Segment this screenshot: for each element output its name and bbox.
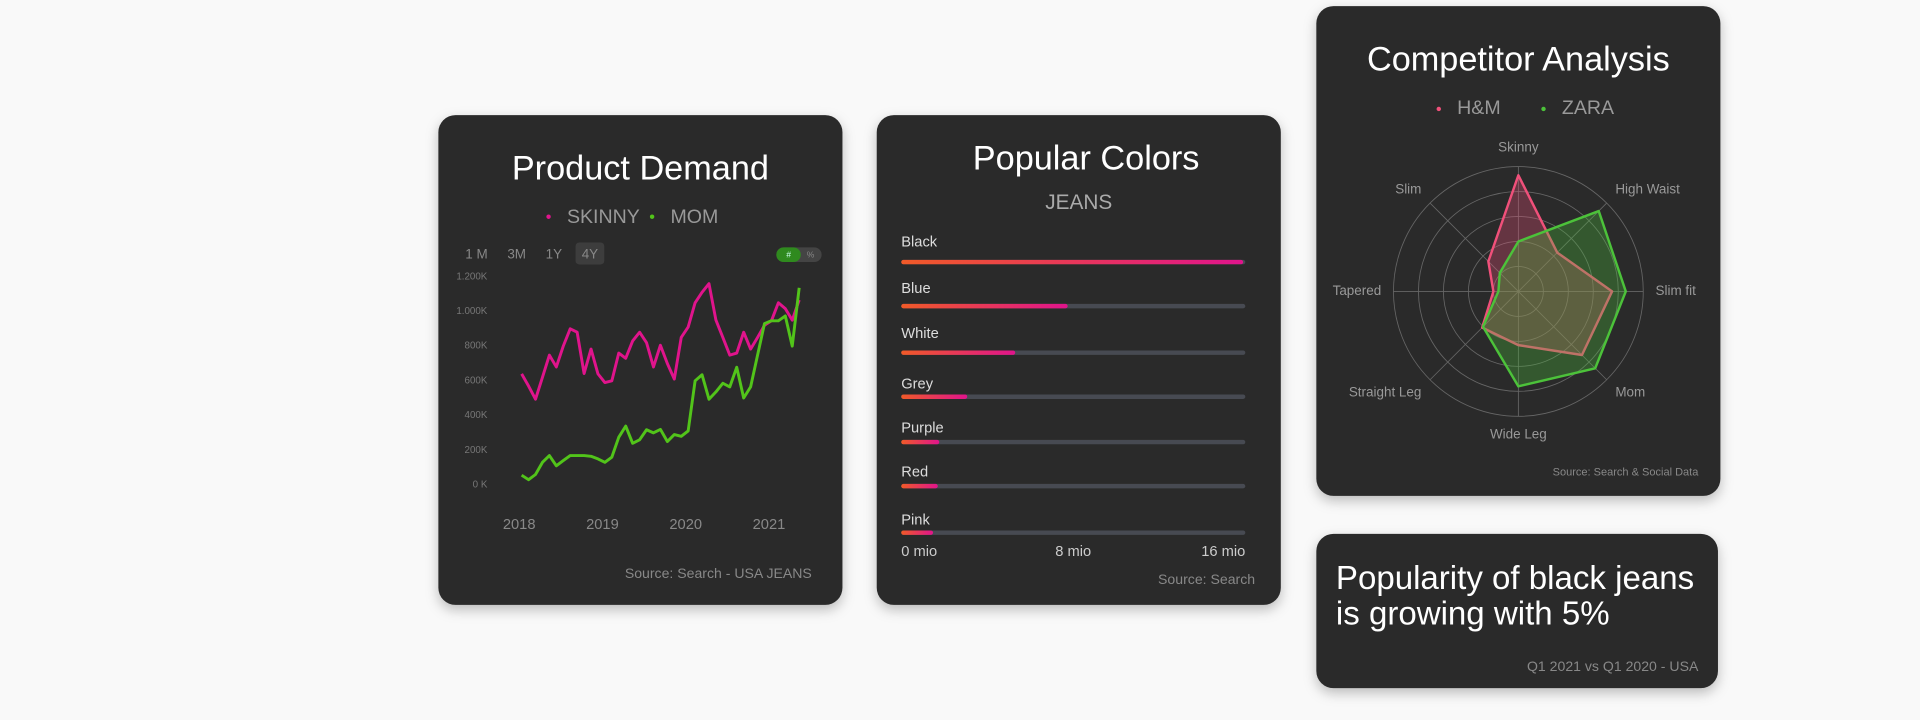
card-insight <box>1316 533 1718 689</box>
legend-dot <box>1541 106 1546 112</box>
bar-track <box>901 394 1246 399</box>
spoke <box>1518 291 1607 381</box>
axis-label: Straight Leg <box>1349 384 1422 399</box>
source: Source: Search <box>1158 571 1255 587</box>
bar <box>901 530 934 535</box>
range-button[interactable]: 1 M <box>465 246 487 261</box>
bar <box>901 439 940 445</box>
bar-track <box>901 530 1246 535</box>
bar-label: Blue <box>901 281 930 297</box>
insight-text: is growing with 5% <box>1336 596 1610 633</box>
bar <box>901 259 1244 265</box>
axis-label: Skinny <box>1498 140 1539 155</box>
x-tick-label: 8 mio <box>1055 544 1091 560</box>
chart-title: Product Demand <box>512 149 769 187</box>
y-tick-label: 600K <box>465 375 488 386</box>
line-series <box>520 287 801 482</box>
radar-area <box>1481 209 1628 388</box>
bar-label: Pink <box>901 512 930 528</box>
radar-area <box>1480 174 1614 357</box>
source: Source: Search - USA JEANS <box>625 565 812 581</box>
line-series <box>520 282 801 401</box>
axis-label: Tapered <box>1333 283 1382 298</box>
bar <box>901 303 1068 309</box>
y-tick-label: 1.200K <box>456 271 487 282</box>
y-tick-label: 0 K <box>473 479 488 490</box>
bar-label: White <box>901 326 939 342</box>
card-demand <box>438 115 843 605</box>
range-button[interactable]: 4Y <box>582 246 598 261</box>
card-colors <box>876 115 1281 605</box>
axis-label: High Waist <box>1615 182 1680 197</box>
bar-label: Red <box>901 465 928 481</box>
x-tick-label: 2018 <box>503 517 536 533</box>
y-tick-label: 800K <box>465 341 488 352</box>
legend-label: MOM <box>670 206 718 228</box>
bar <box>901 394 968 399</box>
y-tick-label: 400K <box>465 410 488 421</box>
range-button-selected[interactable] <box>575 242 605 265</box>
chart-subtitle: JEANS <box>1045 191 1112 214</box>
bar <box>901 350 1016 355</box>
unit-toggle-label: # <box>786 250 791 260</box>
axis-label: Mom <box>1615 384 1645 399</box>
axis-label: Slim fit <box>1656 283 1697 298</box>
unit-toggle-on[interactable] <box>776 247 801 263</box>
bar-track <box>901 483 1246 489</box>
y-tick-label: 1.000K <box>456 306 487 317</box>
range-button[interactable]: 3M <box>507 246 526 261</box>
bar <box>901 483 938 489</box>
legend-label: SKINNY <box>567 206 640 228</box>
x-tick-label: 2021 <box>753 517 786 533</box>
axis-label: Slim <box>1395 182 1421 197</box>
chart-title: Competitor Analysis <box>1367 40 1670 78</box>
x-tick-label: 2019 <box>586 517 619 533</box>
insight-text: Popularity of black jeans <box>1336 560 1694 597</box>
bar-label: Purple <box>901 420 943 436</box>
bar-label: Grey <box>901 376 933 392</box>
bar-label: Black <box>901 234 938 250</box>
spoke <box>1429 291 1519 381</box>
legend-label: H&M <box>1457 97 1501 119</box>
x-tick-label: 2020 <box>669 517 702 533</box>
range-button[interactable]: 1Y <box>546 246 562 261</box>
legend-dot <box>1436 106 1441 112</box>
spoke <box>1429 202 1519 292</box>
x-tick-label: 0 mio <box>901 544 937 560</box>
unit-toggle-label: % <box>807 250 815 260</box>
x-tick-label: 16 mio <box>1201 544 1245 560</box>
chart-title: Popular Colors <box>973 139 1200 177</box>
legend-label: ZARA <box>1562 97 1615 119</box>
axis-label: Wide Leg <box>1490 426 1547 441</box>
source: Source: Search & Social Data <box>1553 467 1700 479</box>
insight-note: Q1 2021 vs Q1 2020 - USA <box>1527 658 1699 674</box>
bar-track <box>901 439 1246 445</box>
legend-dot <box>546 214 551 219</box>
y-tick-label: 200K <box>465 445 488 456</box>
spoke <box>1518 202 1607 292</box>
legend-dot <box>649 214 655 219</box>
